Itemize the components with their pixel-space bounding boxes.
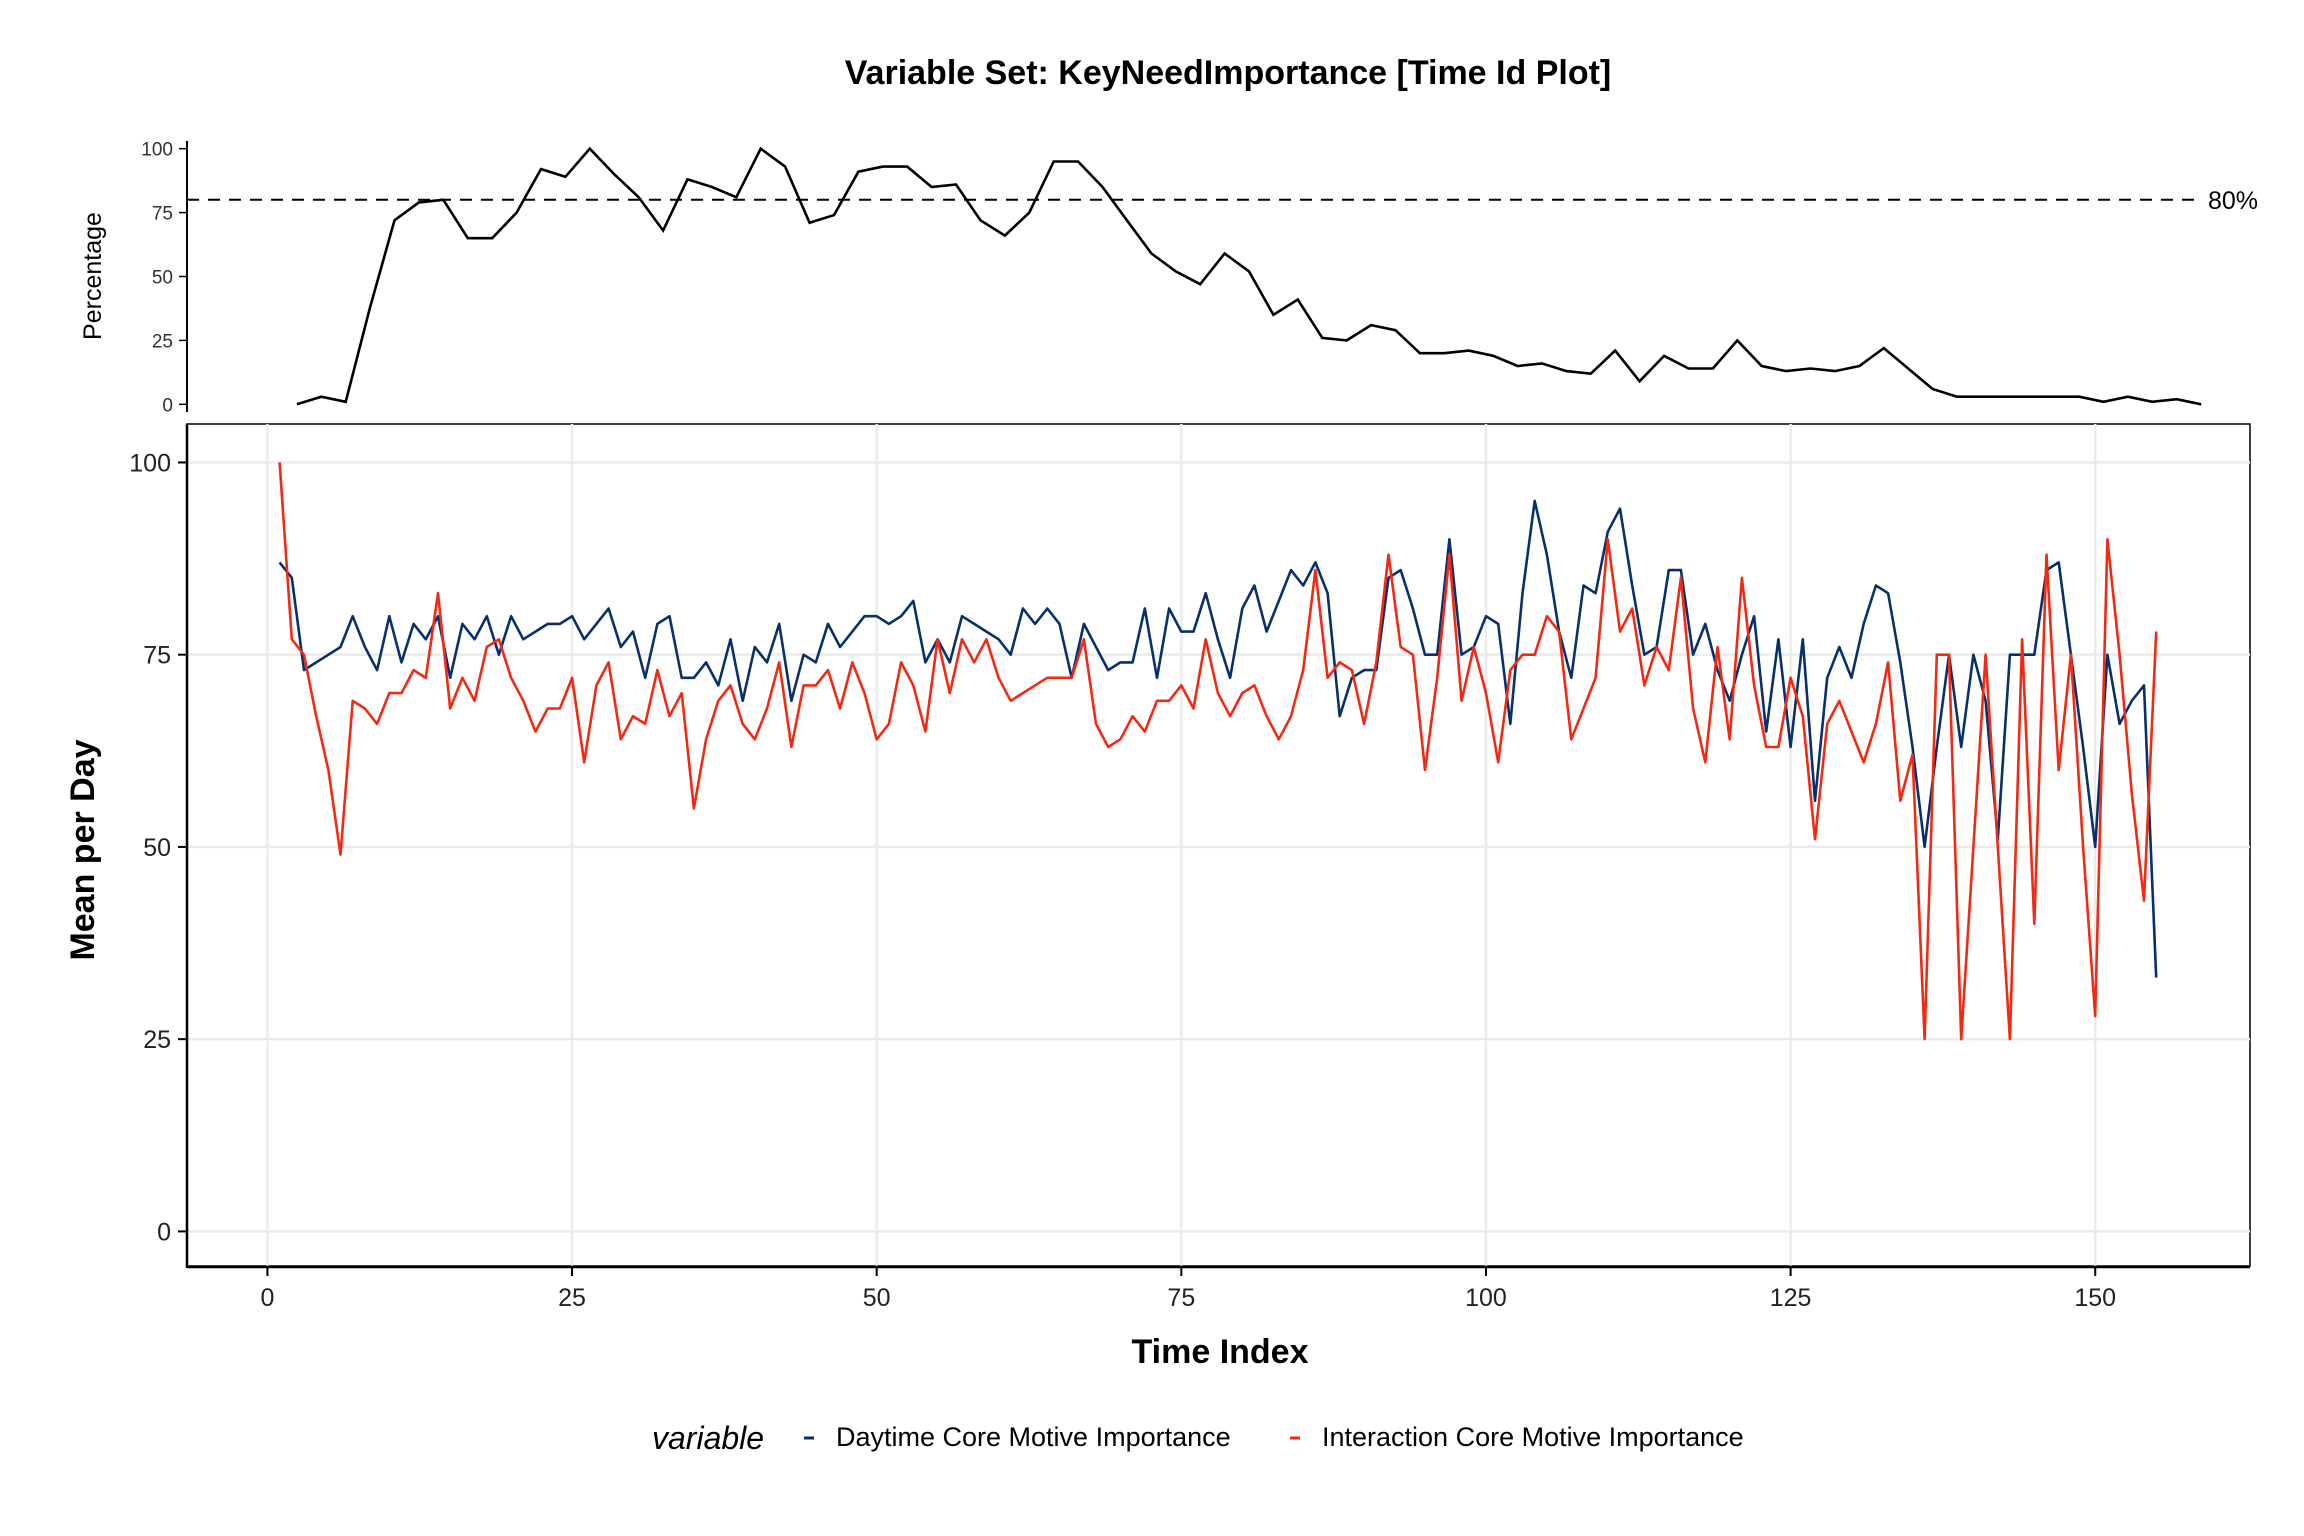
x-tick-label: 50 xyxy=(863,1284,891,1312)
x-axis-title: Time Index xyxy=(1132,1333,1309,1371)
percentage-y-tick-label: 0 xyxy=(162,395,173,416)
percentage-y-axis-title: Percentage xyxy=(79,212,107,340)
main-x-ticks: 0 25 50 75 100 125 150 xyxy=(260,1267,2116,1312)
percentage-series-points xyxy=(296,148,2202,405)
reference-line-label: 80% xyxy=(2208,187,2258,215)
x-tick-label: 125 xyxy=(1770,1284,1812,1312)
percentage-y-tick-label: 75 xyxy=(152,204,173,225)
legend-title: variable xyxy=(652,1420,764,1456)
percentage-y-tick-label: 25 xyxy=(152,331,173,352)
chart-title: Variable Set: KeyNeedImportance [Time Id… xyxy=(845,54,1611,92)
percentage-y-tick-label: 50 xyxy=(152,268,173,289)
legend: variable Daytime Core Motive Importance … xyxy=(652,1420,1744,1456)
y-tick-label: 0 xyxy=(157,1218,171,1246)
main-series xyxy=(278,462,2158,1041)
legend-label-interaction: Interaction Core Motive Importance xyxy=(1322,1422,1744,1452)
legend-label-daytime: Daytime Core Motive Importance xyxy=(836,1422,1231,1452)
main-panel: 0 25 50 75 100 0 25 50 75 100 125 150 Time Index M… xyxy=(64,423,2251,1371)
percentage-y-tick-label: 100 xyxy=(141,140,173,161)
x-tick-label: 25 xyxy=(558,1284,586,1312)
percentage-y-ticks: 0 25 50 75 100 xyxy=(141,140,187,416)
x-tick-label: 150 xyxy=(2074,1284,2116,1312)
y-tick-label: 25 xyxy=(143,1026,171,1054)
x-tick-label: 75 xyxy=(1167,1284,1195,1312)
main-plot-area xyxy=(186,423,2251,1267)
x-tick-label: 0 xyxy=(260,1284,274,1312)
y-tick-label: 100 xyxy=(129,449,171,477)
main-gridlines xyxy=(187,424,2250,1266)
y-tick-label: 50 xyxy=(143,834,171,862)
x-tick-label: 100 xyxy=(1465,1284,1507,1312)
percentage-panel: 0 25 50 75 100 80% Percentage xyxy=(79,140,2258,417)
main-y-ticks: 0 25 50 75 100 xyxy=(129,449,187,1246)
series-interaction xyxy=(278,462,2158,1041)
y-axis-title: Mean per Day xyxy=(64,739,102,960)
y-tick-label: 75 xyxy=(143,642,171,670)
